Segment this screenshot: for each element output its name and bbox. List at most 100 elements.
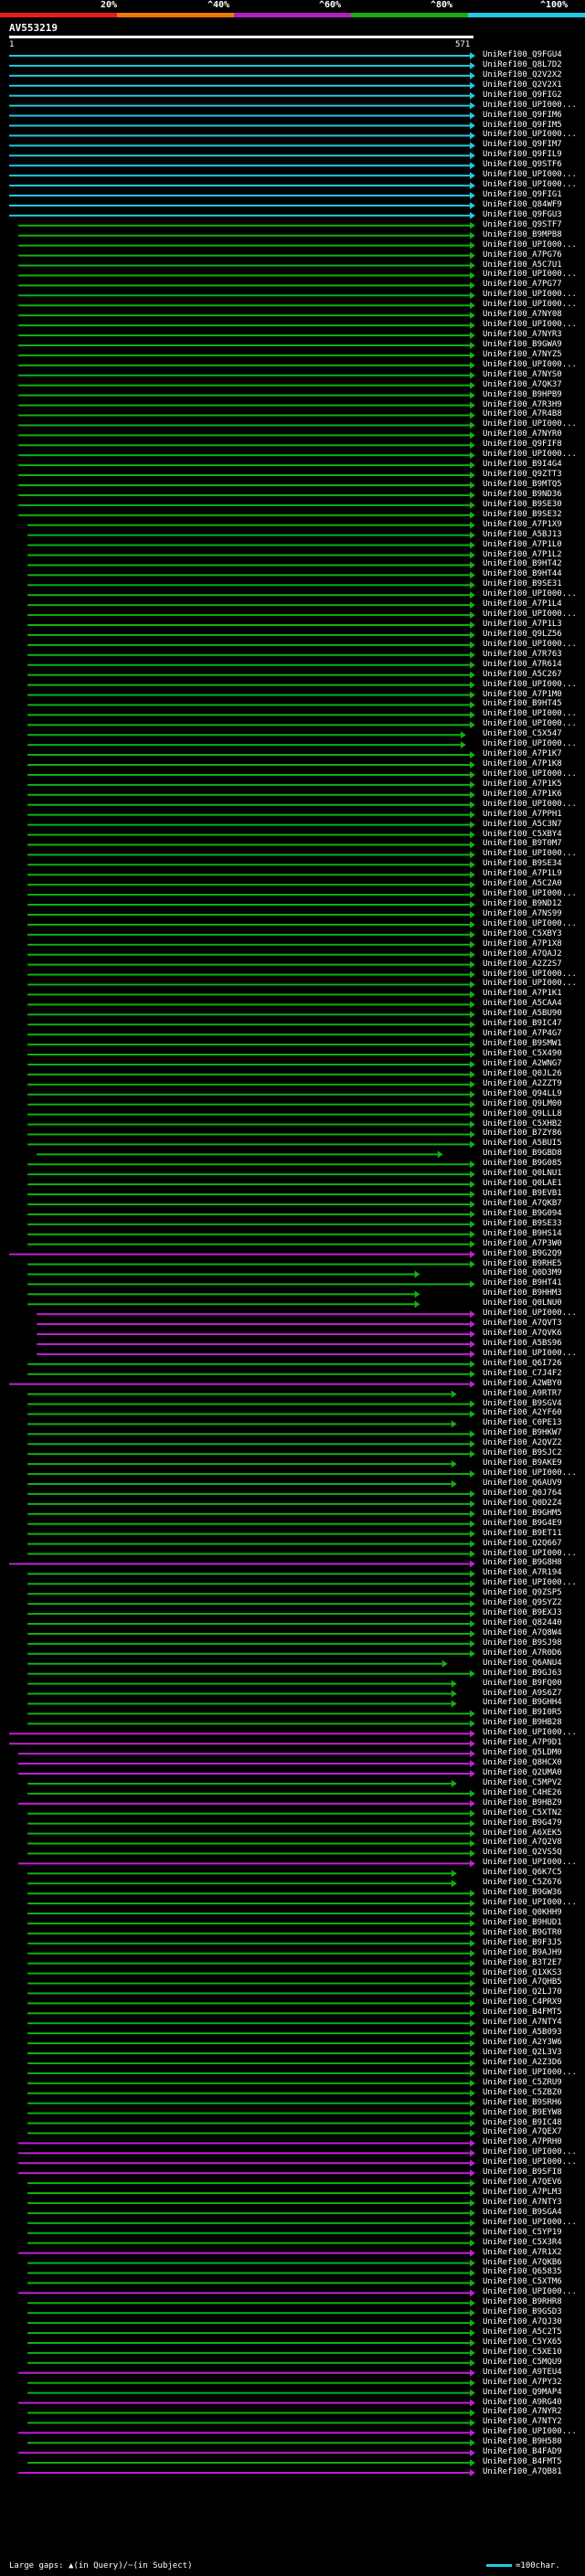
hit-bar[interactable] — [27, 1852, 470, 1855]
hit-bar[interactable] — [18, 304, 471, 307]
hit-bar[interactable] — [27, 2012, 470, 2015]
hit-label[interactable]: UniRef100_A7NYR2 — [483, 2407, 562, 2417]
hit-bar[interactable] — [27, 2332, 470, 2335]
hit-label[interactable]: UniRef100_A7PY32 — [483, 2377, 562, 2387]
hit-label[interactable]: UniRef100_Q2LJ70 — [483, 1988, 562, 1998]
hit-label[interactable]: UniRef100_UPI000... — [483, 239, 577, 249]
hit-bar[interactable] — [27, 1972, 470, 1975]
hit-label[interactable]: UniRef100_B9EVB1 — [483, 1189, 562, 1199]
hit-bar[interactable] — [27, 2112, 470, 2115]
hit-label[interactable]: UniRef100_B9AKE9 — [483, 1458, 562, 1468]
hit-label[interactable]: UniRef100_B9SJC2 — [483, 1448, 562, 1458]
hit-label[interactable]: UniRef100_Q9FIM7 — [483, 140, 562, 150]
hit-label[interactable]: UniRef100_UPI000... — [483, 419, 577, 429]
hit-label[interactable]: UniRef100_B4FAD9 — [483, 2447, 562, 2457]
hit-bar[interactable] — [27, 1083, 470, 1086]
hit-label[interactable]: UniRef100_A2YF60 — [483, 1408, 562, 1418]
hit-bar[interactable] — [27, 1003, 470, 1006]
hit-bar[interactable] — [27, 2182, 470, 2185]
hit-label[interactable]: UniRef100_UPI000... — [483, 1728, 577, 1738]
hit-bar[interactable] — [18, 2432, 471, 2434]
hit-label[interactable]: UniRef100_Q6I726 — [483, 1358, 562, 1368]
hit-label[interactable]: UniRef100_B9T0M7 — [483, 839, 562, 849]
hit-bar[interactable] — [27, 2351, 470, 2354]
hit-label[interactable]: UniRef100_C5MQU9 — [483, 2357, 562, 2367]
hit-bar[interactable] — [27, 1034, 470, 1036]
hit-label[interactable]: UniRef100_B9HT44 — [483, 569, 562, 579]
hit-bar[interactable] — [18, 364, 471, 366]
hit-bar[interactable] — [18, 234, 471, 237]
hit-bar[interactable] — [27, 2381, 470, 2384]
hit-label[interactable]: UniRef100_UPI000... — [483, 320, 577, 330]
hit-label[interactable]: UniRef100_Q2V2X2 — [483, 69, 562, 80]
hit-bar[interactable] — [27, 604, 470, 607]
hit-bar[interactable] — [27, 2422, 470, 2424]
hit-bar[interactable] — [9, 55, 470, 57]
hit-label[interactable]: UniRef100_A7P1K7 — [483, 749, 562, 759]
hit-label[interactable]: UniRef100_A7QK37 — [483, 379, 562, 389]
hit-bar[interactable] — [27, 734, 461, 737]
hit-label[interactable]: UniRef100_B9SE31 — [483, 579, 562, 589]
hit-bar[interactable] — [27, 714, 470, 716]
hit-label[interactable]: UniRef100_UPI000... — [483, 2427, 577, 2437]
hit-label[interactable]: UniRef100_B9SE33 — [483, 1218, 562, 1228]
hit-bar[interactable] — [18, 1753, 471, 1755]
hit-bar[interactable] — [18, 284, 471, 287]
hit-bar[interactable] — [18, 274, 471, 277]
hit-label[interactable]: UniRef100_Q0LAE1 — [483, 1179, 562, 1189]
hit-bar[interactable] — [18, 294, 471, 297]
hit-label[interactable]: UniRef100_B9G479 — [483, 1818, 562, 1828]
hit-label[interactable]: UniRef100_UPI000... — [483, 180, 577, 190]
hit-bar[interactable] — [27, 1492, 470, 1495]
hit-label[interactable]: UniRef100_Q9ZTT3 — [483, 470, 562, 480]
hit-label[interactable]: UniRef100_A7QEV6 — [483, 2178, 562, 2188]
hit-bar[interactable] — [18, 334, 471, 337]
hit-label[interactable]: UniRef100_C5XBY3 — [483, 928, 562, 938]
hit-label[interactable]: UniRef100_B9HS14 — [483, 1228, 562, 1238]
hit-label[interactable]: UniRef100_UPI000... — [483, 1348, 577, 1358]
hit-bar[interactable] — [27, 724, 470, 726]
hit-label[interactable]: UniRef100_UPI000... — [483, 2217, 577, 2227]
hit-bar[interactable] — [27, 793, 470, 796]
hit-bar[interactable] — [27, 1812, 470, 1815]
hit-label[interactable]: UniRef100_A7QKB6 — [483, 2257, 562, 2267]
hit-bar[interactable] — [27, 584, 470, 587]
hit-label[interactable]: UniRef100_A7PRH0 — [483, 2137, 562, 2147]
hit-label[interactable]: UniRef100_Q6K7C5 — [483, 1868, 562, 1878]
hit-bar[interactable] — [18, 464, 471, 467]
hit-bar[interactable] — [18, 483, 471, 486]
hit-label[interactable]: UniRef100_A9S6Z7 — [483, 1688, 562, 1698]
hit-label[interactable]: UniRef100_UPI000... — [483, 1468, 577, 1479]
hit-label[interactable]: UniRef100_A5BUI5 — [483, 1139, 562, 1149]
hit-bar[interactable] — [27, 1553, 470, 1555]
hit-bar[interactable] — [27, 904, 470, 906]
hit-label[interactable]: UniRef100_B9ET11 — [483, 1528, 562, 1538]
hit-bar[interactable] — [27, 1463, 452, 1466]
hit-bar[interactable] — [27, 1173, 470, 1176]
hit-bar[interactable] — [27, 1632, 470, 1635]
hit-bar[interactable] — [27, 1163, 470, 1166]
hit-label[interactable]: UniRef100_B9HUD1 — [483, 1917, 562, 1927]
hit-label[interactable]: UniRef100_C5YP19 — [483, 2227, 562, 2237]
hit-label[interactable]: UniRef100_A2WNG7 — [483, 1058, 562, 1068]
hit-label[interactable]: UniRef100_Q9MAP4 — [483, 2387, 562, 2397]
hit-label[interactable]: UniRef100_A7Q8W4 — [483, 1627, 562, 1638]
hit-bar[interactable] — [27, 1393, 452, 1395]
hit-label[interactable]: UniRef100_Q82440 — [483, 1618, 562, 1627]
hit-label[interactable]: UniRef100_A7NYS0 — [483, 369, 562, 379]
hit-label[interactable]: UniRef100_Q2UMA0 — [483, 1767, 562, 1777]
hit-bar[interactable] — [27, 1922, 470, 1924]
hit-label[interactable]: UniRef100_A7R614 — [483, 659, 562, 669]
hit-label[interactable]: UniRef100_B4FMT5 — [483, 2008, 562, 2018]
hit-bar[interactable] — [18, 2162, 471, 2165]
hit-bar[interactable] — [27, 2002, 470, 2005]
hit-bar[interactable] — [27, 2361, 470, 2364]
hit-label[interactable]: UniRef100_B9AJH9 — [483, 1947, 562, 1957]
hit-label[interactable]: UniRef100_UPI000... — [483, 709, 577, 719]
hit-label[interactable]: UniRef100_A5C2A0 — [483, 879, 562, 889]
hit-bar[interactable] — [27, 614, 470, 617]
hit-bar[interactable] — [27, 1433, 470, 1436]
hit-bar[interactable] — [27, 2242, 470, 2244]
hit-bar[interactable] — [9, 114, 470, 117]
hit-bar[interactable] — [27, 2072, 470, 2074]
